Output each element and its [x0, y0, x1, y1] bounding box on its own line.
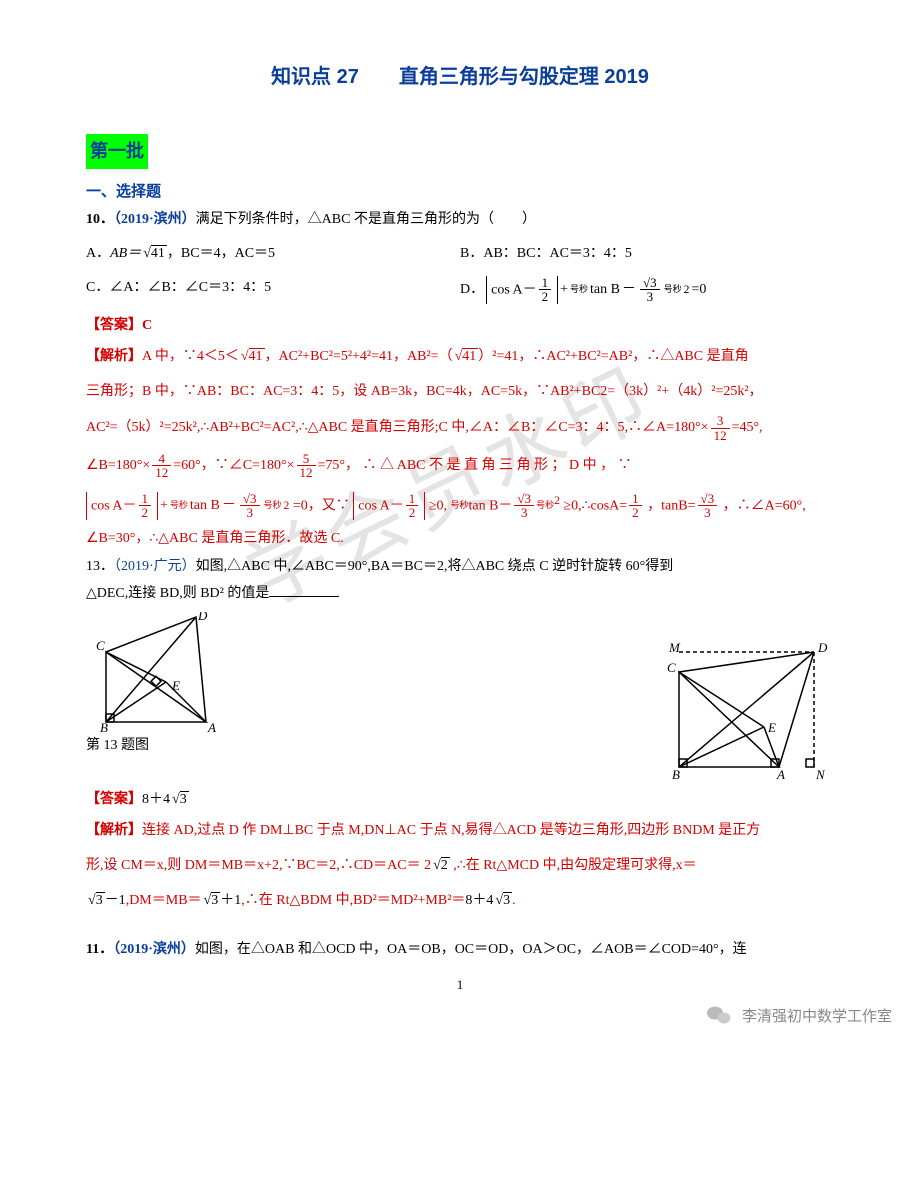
svg-text:E: E — [171, 678, 180, 693]
svg-text:B: B — [672, 767, 680, 782]
q10-optC: C．∠A：∠B：∠C＝3：4：5 — [86, 276, 460, 304]
page-title: 知识点 27 直角三角形与勾股定理 2019 — [86, 60, 834, 94]
svg-text:A: A — [207, 720, 216, 732]
svg-text:D: D — [817, 640, 828, 655]
svg-text:B: B — [100, 720, 108, 732]
svg-text:N: N — [815, 767, 826, 782]
q10-answer: 【答案】C — [86, 314, 834, 338]
fig13-right: M D C E B A N — [664, 632, 834, 782]
fig13-caption: 第 13 题图 — [86, 734, 236, 758]
q13-analysis-3: 3－1,DM＝MB＝3＋1,∴在 Rt△BDM 中,BD²＝MD²+MB²＝8＋… — [86, 886, 834, 917]
q10-analysis-1: 【解析】A 中，∵4＜5＜41，AC²+BC²=5²+4²=41，AB²=（41… — [86, 342, 834, 373]
fig13-left: C D E B A 第 13 题图 — [86, 612, 236, 758]
footer-text: 李清强初中数学工作室 — [742, 1005, 892, 1026]
q13-stem-2: △DEC,连接 BD,则 BD² 的值是 — [86, 582, 834, 606]
q10-stem: 10．（2019·滨州）满足下列条件时，△ABC 不是直角三角形的为（ ） — [86, 208, 834, 232]
q13-stem-1: 13．（2019·广元）如图,△ABC 中,∠ABC＝90°,BA＝BC＝2,将… — [86, 555, 834, 579]
q10-analysis-2: 三角形；B 中，∵AB：BC：AC=3：4：5，设 AB=3k，BC=4k，AC… — [86, 377, 834, 408]
footer-credit: 李清强初中数学工作室 — [706, 1004, 892, 1026]
q10-optD: D． cos A－12 + 号秒tan B－√33 号秒2 =0 — [460, 276, 834, 304]
svg-text:E: E — [767, 720, 776, 735]
svg-text:M: M — [668, 640, 681, 655]
q10-options-row1: A．AB＝41，BC＝4，AC＝5 B．AB：BC：AC＝3：4：5 — [86, 242, 834, 266]
svg-text:D: D — [197, 612, 208, 623]
q10-analysis-4: ∠B=180°×412=60°，∵∠C=180°×512=75°， ∴ △ AB… — [86, 449, 834, 483]
q13-answer: 【答案】8＋43 — [86, 788, 834, 812]
q13-analysis-2: 形,设 CM＝x,则 DM＝MB＝x+2,∵BC＝2,∴CD＝AC＝ 22 ,∴… — [86, 851, 834, 882]
section-heading: 一、选择题 — [86, 179, 834, 205]
q10-analysis-5: cos A－12+ 号秒tan B－√33号秒2 =0，又∵ cos A－12 … — [86, 487, 834, 523]
svg-text:C: C — [667, 660, 676, 675]
page-number: 1 — [86, 974, 834, 996]
svg-text:C: C — [96, 638, 105, 653]
wechat-icon — [706, 1004, 732, 1026]
svg-text:A: A — [776, 767, 785, 782]
q10-optA: A．AB＝41，BC＝4，AC＝5 — [86, 242, 460, 266]
q10-analysis-3: AC²=（5k）²=25k²,∴AB²+BC²=AC²,∴△ABC 是直角三角形… — [86, 411, 834, 445]
q10-analysis-6: ∠B=30°，∴△ABC 是直角三角形．故选 C. — [86, 527, 834, 551]
q13-analysis-1: 【解析】连接 AD,过点 D 作 DM⊥BC 于点 M,DN⊥AC 于点 N,易… — [86, 816, 834, 847]
q10-optB: B．AB：BC：AC＝3：4：5 — [460, 242, 834, 266]
q11-stem: 11．（2019·滨州）如图，在△OAB 和△OCD 中，OA＝OB，OC＝OD… — [86, 938, 834, 962]
q10-options-row2: C．∠A：∠B：∠C＝3：4：5 D． cos A－12 + 号秒tan B－√… — [86, 276, 834, 304]
batch-label: 第一批 — [86, 134, 148, 169]
